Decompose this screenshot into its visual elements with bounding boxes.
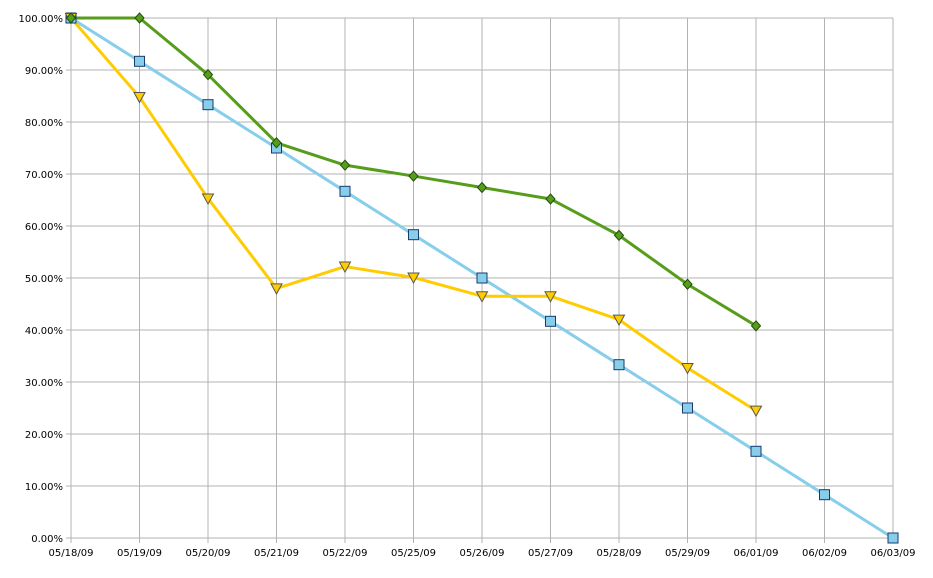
x-tick-label: 05/19/09 (117, 548, 162, 559)
diamond-marker (476, 181, 488, 194)
x-tick-label: 06/02/09 (802, 548, 847, 559)
y-tick-label: 10.00% (25, 482, 63, 493)
x-tick-label: 06/03/09 (871, 548, 916, 559)
triangle-marker (407, 272, 420, 285)
x-tick-label: 05/26/09 (460, 548, 505, 559)
triangle-marker (201, 193, 215, 205)
triangle-marker (133, 92, 146, 104)
x-tick-label: 05/18/09 (49, 548, 94, 559)
square-marker (134, 55, 145, 67)
diamond-marker (271, 137, 282, 149)
axes (66, 17, 894, 543)
x-tick-label: 05/21/09 (254, 548, 299, 559)
square-marker (408, 229, 419, 241)
triangle-marker (612, 314, 626, 327)
y-tick-label: 100.00% (19, 14, 64, 25)
y-tick-label: 20.00% (25, 430, 63, 441)
x-tick-label: 05/25/09 (391, 548, 436, 559)
square-marker (339, 185, 351, 197)
square-marker (887, 532, 899, 544)
x-tick-label: 05/27/09 (528, 548, 573, 559)
triangle-marker (338, 261, 352, 274)
series-markers (64, 12, 899, 544)
diamond-marker (202, 68, 214, 81)
square-marker (476, 272, 488, 284)
tick-labels: 0.00% 10.00% 20.00% 30.00% 40.00% 50.00% 60.00… (19, 14, 916, 559)
triangle-marker (749, 405, 763, 418)
y-tick-label: 70.00% (25, 170, 63, 181)
square-marker (545, 315, 556, 327)
diamond-marker (339, 159, 351, 171)
x-tick-label: 05/29/09 (665, 548, 710, 559)
y-tick-label: 30.00% (25, 378, 63, 389)
square-marker (202, 99, 214, 111)
y-tick-label: 60.00% (25, 222, 63, 233)
diamond-marker (613, 229, 625, 242)
triangle-marker (475, 291, 489, 303)
square-marker (819, 489, 830, 501)
diamond-marker (65, 12, 77, 24)
x-tick-label: 05/28/09 (597, 548, 642, 559)
y-tick-label: 50.00% (25, 274, 63, 285)
diamond-marker (408, 170, 419, 182)
y-tick-label: 90.00% (25, 66, 63, 77)
x-tick-label: 06/01/09 (734, 548, 779, 559)
triangle-marker (681, 362, 694, 375)
square-marker (682, 402, 693, 414)
diamond-marker (750, 320, 762, 332)
x-tick-label: 05/20/09 (186, 548, 231, 559)
y-tick-label: 80.00% (25, 118, 63, 129)
diamond-marker (682, 278, 693, 290)
square-marker (750, 445, 762, 457)
gridlines (71, 17, 894, 538)
triangle-marker (544, 291, 557, 303)
square-marker (613, 359, 625, 371)
diamond-marker (134, 12, 145, 24)
y-tick-label: 40.00% (25, 326, 63, 337)
x-tick-label: 05/22/09 (323, 548, 368, 559)
y-tick-label: 0.00% (31, 534, 63, 545)
diamond-marker (545, 193, 556, 205)
triangle-marker (270, 283, 283, 295)
